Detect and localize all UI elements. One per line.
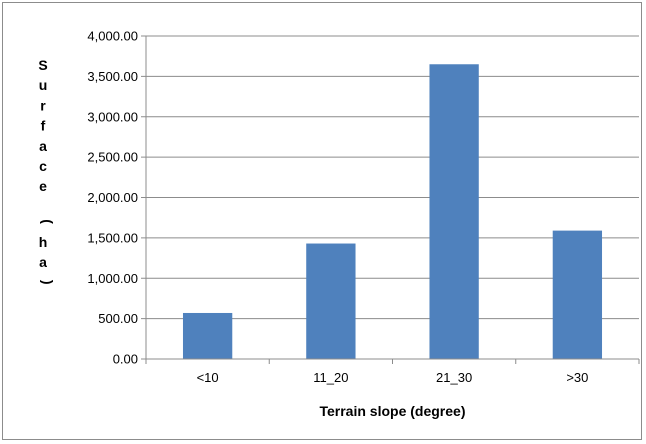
- y-tick-label: 4,000.00: [87, 29, 138, 44]
- y-tick-label: 500.00: [98, 311, 138, 326]
- bar-0: [183, 313, 232, 359]
- y-tick-label: 0.00: [113, 352, 138, 367]
- y-tick-label: 2,000.00: [87, 190, 138, 205]
- y-axis-title-char: u: [39, 77, 48, 93]
- y-tick-label: 1,000.00: [87, 271, 138, 286]
- y-tick-label: 3,500.00: [87, 69, 138, 84]
- bar-3: [553, 231, 602, 359]
- y-axis-title-char: a: [39, 254, 47, 270]
- y-axis-title-char: c: [39, 158, 47, 174]
- y-axis-title-char: ): [40, 280, 56, 285]
- bar-1: [306, 244, 355, 359]
- bar-chart: 0.00 500.00 1,000.00 1,500.00 2,000.00 2,500.…: [3, 3, 643, 441]
- bars: [183, 64, 602, 359]
- y-axis-title-char: f: [41, 118, 46, 134]
- x-axis-title: Terrain slope (degree): [319, 403, 465, 419]
- x-tick-label: >30: [566, 370, 588, 385]
- y-axis-title-char: e: [39, 178, 47, 194]
- y-axis-title-char: (: [40, 219, 56, 224]
- y-tick-label: 3,000.00: [87, 109, 138, 124]
- y-tick-labels: 0.00 500.00 1,000.00 1,500.00 2,000.00 2,500.…: [87, 29, 138, 367]
- bar-2: [429, 64, 478, 359]
- y-axis-title-char: S: [38, 57, 47, 73]
- x-tick-label: <10: [197, 370, 219, 385]
- y-tick-label: 2,500.00: [87, 150, 138, 165]
- y-axis-title-char: a: [39, 138, 47, 154]
- x-tick-label: 21_30: [436, 370, 472, 385]
- x-tick-label: 11_20: [313, 370, 348, 385]
- y-axis-title-char: h: [39, 234, 48, 250]
- y-axis-title-char: r: [40, 97, 46, 113]
- chart-frame: 0.00 500.00 1,000.00 1,500.00 2,000.00 2,500.…: [2, 2, 642, 440]
- y-tick-label: 1,500.00: [87, 230, 138, 245]
- x-tick-labels: <10 11_20 21_30 >30: [197, 370, 589, 385]
